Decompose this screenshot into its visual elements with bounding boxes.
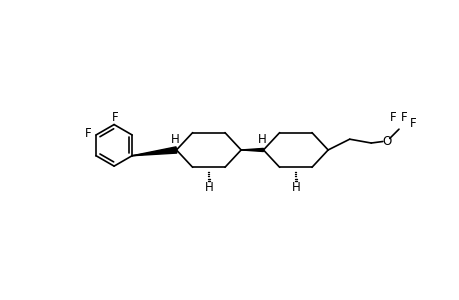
Text: F: F (409, 117, 415, 130)
Text: F: F (111, 111, 118, 124)
Text: H: H (291, 181, 300, 194)
Text: F: F (85, 127, 91, 140)
Text: H: H (204, 181, 213, 194)
Polygon shape (241, 148, 263, 152)
Text: H: H (170, 134, 179, 146)
Text: H: H (257, 134, 266, 146)
Polygon shape (132, 147, 176, 156)
Text: O: O (381, 135, 391, 148)
Text: F: F (389, 111, 396, 124)
Text: F: F (400, 111, 407, 124)
